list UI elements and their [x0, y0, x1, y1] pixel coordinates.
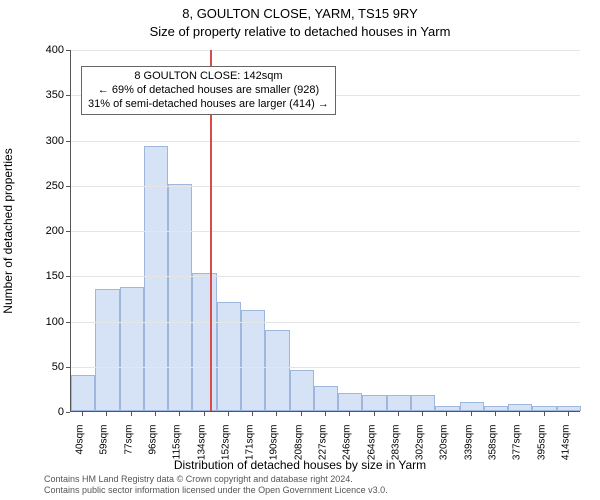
x-tick-mark [446, 412, 447, 416]
gridline [71, 50, 580, 51]
x-tick-mark [544, 412, 545, 416]
x-tick-mark [82, 412, 83, 416]
x-tick-mark [252, 412, 253, 416]
histogram-bar [168, 184, 192, 411]
footer-line1: Contains HM Land Registry data © Crown c… [44, 474, 388, 485]
histogram-bar [314, 386, 338, 411]
y-axis-label: Number of detached properties [1, 148, 15, 313]
histogram-bar [338, 393, 362, 411]
annotation-box: 8 GOULTON CLOSE: 142sqm ← 69% of detache… [81, 66, 336, 115]
annotation-line1: 8 GOULTON CLOSE: 142sqm [88, 70, 329, 84]
chart-title-desc: Size of property relative to detached ho… [0, 24, 600, 39]
chart-title-address: 8, GOULTON CLOSE, YARM, TS15 9RY [0, 6, 600, 21]
y-tick-label: 250 [34, 180, 64, 192]
histogram-bar [120, 287, 144, 411]
gridline [71, 322, 580, 323]
gridline [71, 231, 580, 232]
histogram-bar [217, 302, 241, 411]
footer-attribution: Contains HM Land Registry data © Crown c… [44, 474, 388, 496]
x-tick-mark [495, 412, 496, 416]
annotation-line2: ← 69% of detached houses are smaller (92… [88, 84, 329, 98]
y-tick-label: 150 [34, 270, 64, 282]
histogram-bar [192, 273, 216, 411]
x-tick-mark [374, 412, 375, 416]
x-tick-mark [276, 412, 277, 416]
histogram-bar [241, 310, 265, 411]
x-tick-mark [325, 412, 326, 416]
histogram-bar [95, 289, 119, 411]
y-tick-mark [66, 231, 70, 232]
y-tick-mark [66, 186, 70, 187]
histogram-bar [362, 395, 386, 411]
y-tick-label: 50 [34, 361, 64, 373]
x-tick-mark [349, 412, 350, 416]
gridline [71, 276, 580, 277]
histogram-bar [532, 406, 556, 411]
x-tick-mark [471, 412, 472, 416]
gridline [71, 141, 580, 142]
x-tick-mark [422, 412, 423, 416]
y-tick-mark [66, 276, 70, 277]
y-tick-mark [66, 141, 70, 142]
x-tick-mark [301, 412, 302, 416]
gridline [71, 367, 580, 368]
property-size-histogram: 8, GOULTON CLOSE, YARM, TS15 9RY Size of… [0, 0, 600, 500]
x-tick-mark [131, 412, 132, 416]
y-tick-mark [66, 50, 70, 51]
y-tick-label: 300 [34, 135, 64, 147]
footer-line2: Contains public sector information licen… [44, 485, 388, 496]
y-tick-mark [66, 412, 70, 413]
x-tick-mark [519, 412, 520, 416]
histogram-bar [435, 406, 459, 411]
histogram-bar [460, 402, 484, 411]
histogram-bar [557, 406, 581, 411]
x-tick-mark [155, 412, 156, 416]
y-tick-mark [66, 95, 70, 96]
y-tick-label: 0 [34, 406, 64, 418]
histogram-bar [484, 406, 508, 411]
y-tick-label: 350 [34, 89, 64, 101]
x-tick-mark [106, 412, 107, 416]
x-axis-label: Distribution of detached houses by size … [0, 458, 600, 472]
histogram-bar [290, 370, 314, 411]
y-tick-mark [66, 367, 70, 368]
x-tick-mark [204, 412, 205, 416]
histogram-bar [71, 375, 95, 411]
gridline [71, 186, 580, 187]
y-tick-label: 400 [34, 44, 64, 56]
y-tick-label: 200 [34, 225, 64, 237]
x-tick-mark [228, 412, 229, 416]
x-tick-mark [179, 412, 180, 416]
x-tick-mark [398, 412, 399, 416]
histogram-bar [411, 395, 435, 411]
histogram-bar [387, 395, 411, 411]
annotation-line3: 31% of semi-detached houses are larger (… [88, 98, 329, 112]
y-tick-label: 100 [34, 316, 64, 328]
plot-area: 8 GOULTON CLOSE: 142sqm ← 69% of detache… [70, 50, 580, 412]
x-tick-mark [568, 412, 569, 416]
histogram-bar [265, 330, 289, 411]
histogram-bar [508, 404, 532, 411]
y-tick-mark [66, 322, 70, 323]
